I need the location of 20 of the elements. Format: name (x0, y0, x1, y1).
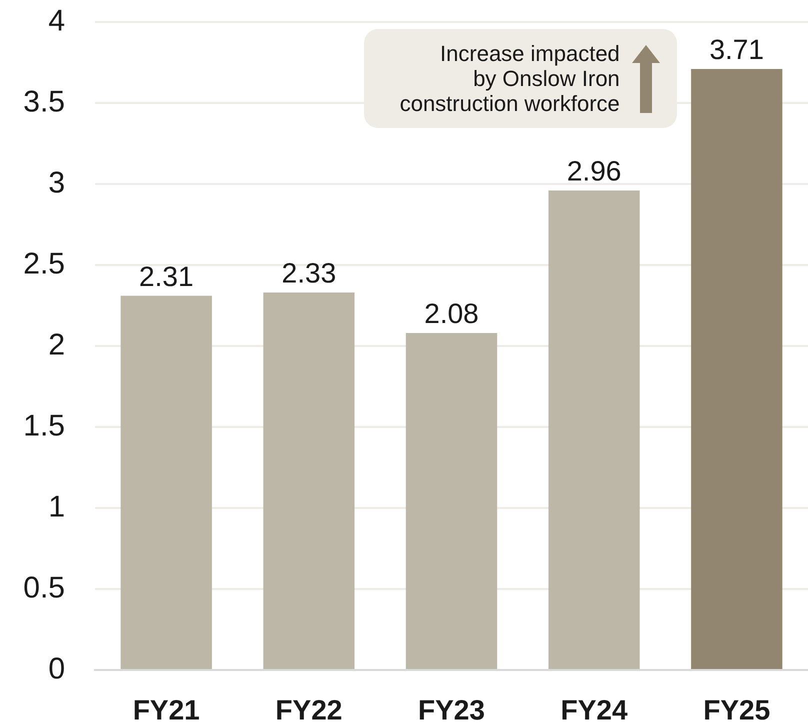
y-tick-label: 3 (48, 166, 65, 200)
y-tick-label: 0 (48, 652, 65, 686)
data-label: 2.08 (424, 298, 479, 330)
y-tick-label: 1.5 (23, 409, 65, 442)
annotation: Increase impacted by Onslow Iron construction workforce (398, 41, 620, 116)
y-tick-label: 0.5 (23, 571, 65, 604)
data-label: 2.31 (139, 260, 194, 292)
x-tick-label: FY23 (418, 694, 485, 725)
y-tick-label: 3.5 (23, 85, 65, 118)
data-label: 3.71 (709, 34, 764, 65)
y-tick-label: 2 (48, 328, 65, 362)
x-tick-label: FY24 (560, 694, 628, 725)
data-label: 2.33 (282, 258, 336, 289)
x-tick-label: FY21 (132, 694, 200, 725)
x-tick-label: FY25 (703, 694, 770, 725)
y-tick-label: 1 (48, 490, 65, 524)
y-tick-label: 4 (48, 4, 65, 38)
y-tick-label: 2.5 (23, 247, 65, 280)
x-tick-label: FY22 (275, 694, 342, 725)
data-label: 2.96 (566, 155, 622, 186)
